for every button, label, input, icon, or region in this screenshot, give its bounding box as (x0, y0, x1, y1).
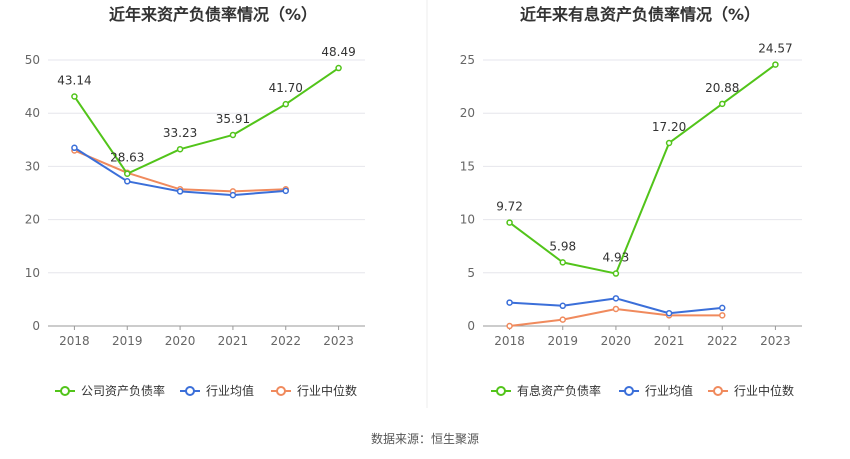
data-point (719, 100, 726, 108)
legend-label: 行业均值 (645, 383, 693, 398)
data-label: 20.88 (705, 81, 739, 95)
chart-title: 近年来有息资产负债率情况（%） (520, 5, 760, 24)
data-label: 41.70 (269, 81, 303, 95)
legend-swatch-marker (60, 386, 70, 396)
data-point (176, 145, 184, 153)
data-source-note: 数据来源：恒生聚源 (370, 432, 479, 446)
x-tick-label: 2021 (218, 334, 249, 348)
data-label: 28.63 (110, 151, 144, 165)
data-point (335, 64, 342, 72)
data-point (665, 309, 673, 317)
data-label: 48.49 (321, 45, 355, 59)
data-label: 24.57 (758, 42, 792, 56)
series-line (73, 67, 340, 175)
legend-label: 公司资产负债率 (81, 383, 165, 398)
x-tick-label: 2018 (494, 334, 525, 348)
data-point (612, 305, 620, 313)
legend-label: 行业均值 (206, 383, 254, 398)
legend-label: 有息资产负债率 (517, 383, 601, 398)
data-point (612, 270, 620, 277)
y-tick-label: 30 (25, 159, 40, 173)
data-label: 43.14 (57, 73, 91, 87)
x-tick-label: 2018 (59, 334, 90, 348)
y-tick-label: 0 (32, 319, 40, 333)
data-point (719, 312, 726, 319)
y-tick-label: 0 (467, 319, 475, 333)
data-label: 4.93 (603, 251, 630, 265)
series-line (508, 63, 777, 275)
y-tick-label: 5 (467, 266, 475, 280)
data-point (559, 316, 566, 323)
data-point (559, 302, 566, 310)
data-point (71, 93, 78, 100)
legend-swatch-marker (276, 386, 286, 396)
data-point (506, 219, 513, 226)
x-tick-label: 2023 (760, 334, 791, 348)
legend-swatch-marker (496, 386, 506, 396)
data-point (772, 61, 779, 68)
data-point (506, 322, 513, 330)
x-tick-label: 2021 (654, 334, 685, 348)
data-point (559, 259, 566, 266)
data-point (176, 188, 184, 195)
y-tick-label: 20 (25, 213, 40, 227)
chart-title: 近年来资产负债率情况（%） (109, 5, 317, 24)
data-point (282, 187, 289, 195)
y-tick-label: 25 (460, 53, 475, 67)
legend-swatch-marker (185, 386, 195, 396)
data-point (229, 191, 237, 199)
y-tick-label: 40 (25, 106, 40, 120)
x-tick-label: 2022 (707, 334, 738, 348)
data-point (612, 295, 620, 302)
legend-label: 行业中位数 (297, 383, 357, 398)
y-tick-label: 50 (25, 53, 40, 67)
x-tick-label: 2019 (112, 334, 143, 348)
y-tick-label: 20 (460, 106, 475, 120)
y-tick-label: 10 (460, 213, 475, 227)
data-label: 35.91 (216, 112, 250, 126)
legend-swatch-marker (713, 386, 723, 396)
data-point (282, 100, 289, 108)
data-point (665, 139, 673, 147)
data-label: 5.98 (549, 239, 576, 253)
data-point (124, 170, 131, 177)
x-tick-label: 2023 (323, 334, 354, 348)
x-tick-label: 2020 (601, 334, 632, 348)
series-line (74, 149, 286, 193)
data-label: 17.20 (652, 120, 686, 134)
data-point (229, 131, 237, 139)
y-tick-label: 10 (25, 266, 40, 280)
data-point (506, 299, 513, 306)
y-tick-label: 15 (460, 159, 475, 173)
legend-label: 行业中位数 (734, 383, 794, 398)
data-point (71, 144, 78, 152)
x-tick-label: 2020 (165, 334, 196, 348)
data-point (124, 178, 131, 185)
data-point (719, 304, 726, 312)
legend-swatch-marker (624, 386, 634, 396)
x-tick-label: 2022 (270, 334, 301, 348)
data-label: 9.72 (496, 200, 523, 214)
data-label: 33.23 (163, 126, 197, 140)
x-tick-label: 2019 (547, 334, 578, 348)
